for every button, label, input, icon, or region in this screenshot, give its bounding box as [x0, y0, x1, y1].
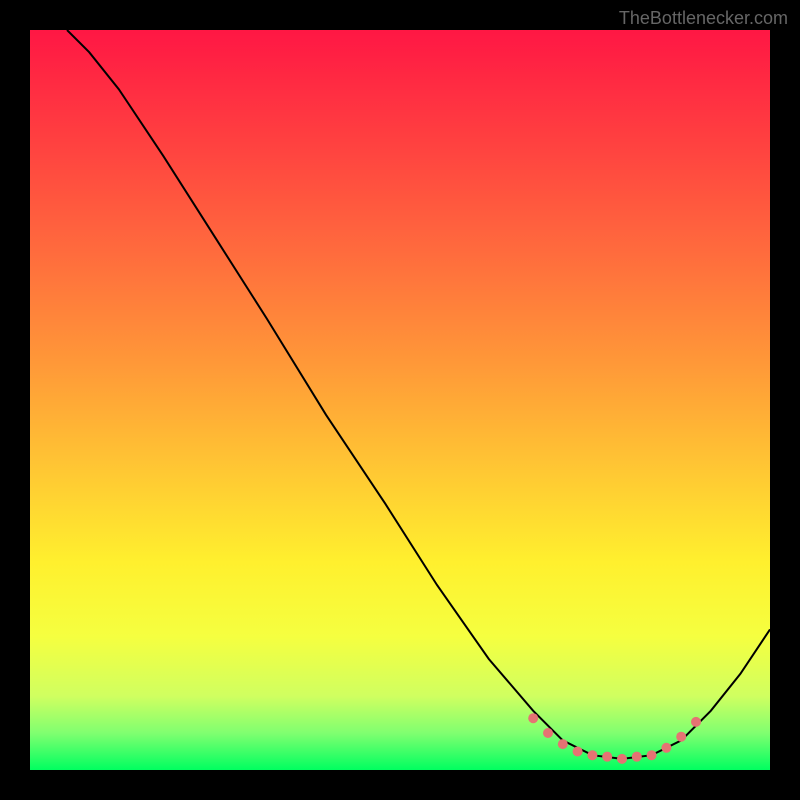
marker-point: [528, 713, 538, 723]
marker-point: [587, 750, 597, 760]
marker-point: [602, 752, 612, 762]
marker-point: [647, 750, 657, 760]
marker-point: [617, 754, 627, 764]
marker-point: [543, 728, 553, 738]
bottleneck-curve: [67, 30, 770, 759]
chart-svg: [30, 30, 770, 770]
marker-point: [661, 743, 671, 753]
marker-point: [691, 717, 701, 727]
marker-point: [632, 752, 642, 762]
marker-point: [573, 747, 583, 757]
chart-container: TheBottlenecker.com: [0, 0, 800, 800]
marker-point: [558, 739, 568, 749]
plot-area: [30, 30, 770, 770]
watermark-text: TheBottlenecker.com: [619, 8, 788, 29]
markers-group: [528, 713, 701, 764]
marker-point: [676, 732, 686, 742]
